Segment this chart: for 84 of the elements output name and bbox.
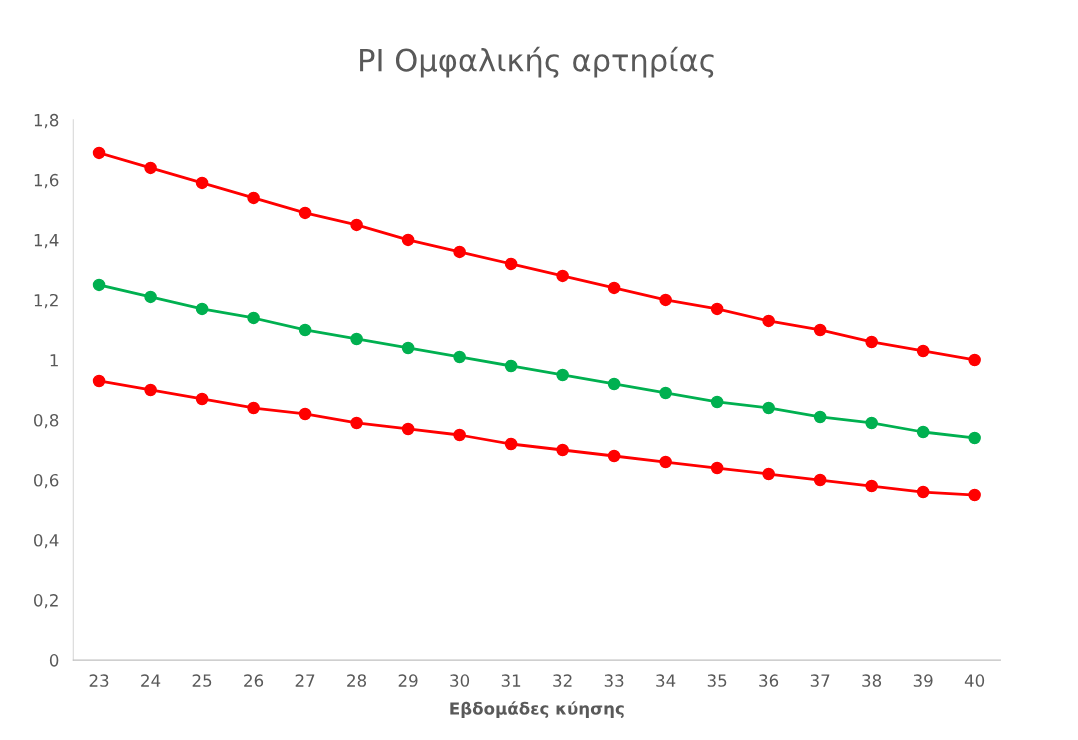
point [659,455,672,469]
x-tick-label: 37 [810,674,830,687]
point [968,488,981,502]
x-tick-label: 29 [398,674,418,687]
y-tick-label: 1 [50,354,58,367]
point [659,386,672,400]
y-tick-label: 0,8 [34,413,59,429]
point [453,428,466,442]
y-tick-label: 1,6 [34,173,59,189]
point [298,407,312,421]
y-tick-label: 0,4 [34,534,59,549]
point [247,311,260,325]
point [556,368,569,382]
point [350,332,363,346]
point [607,281,621,295]
point [144,290,157,304]
point [298,323,312,337]
point [504,257,518,271]
x-tick-label: 24 [141,674,161,687]
y-tick-label: 1,4 [34,234,59,249]
point [607,377,621,391]
y-tick-label: 0 [49,654,59,667]
point [659,293,672,307]
y-tick-label: 0,6 [34,473,59,489]
x-tick-label: 25 [192,674,212,687]
y-tick-label: 0,2 [34,594,58,609]
point [92,146,106,160]
point [607,449,621,463]
point [916,485,930,499]
point [298,206,312,220]
x-tick-label: 23 [89,674,109,687]
point [401,233,415,247]
point [350,218,363,232]
point [401,422,415,436]
point [453,245,466,259]
point [762,314,775,328]
point [247,191,260,205]
y-tick-label: 1,2 [34,293,58,309]
point [556,443,569,457]
point [813,473,827,487]
x-tick-label: 34 [656,674,676,687]
point [504,437,518,451]
point [762,467,775,481]
point [710,461,724,475]
point [865,335,878,349]
point [195,176,209,190]
point [710,395,724,409]
x-axis-title: Εβδομάδες κύησης [450,701,624,719]
x-tick-label: 26 [244,674,264,687]
point [453,350,466,364]
y-tick-label: 1,8 [34,113,59,129]
point [350,416,363,430]
x-tick-label: 32 [553,674,572,687]
point [504,359,518,373]
point [813,410,827,424]
x-tick-label: 36 [759,674,779,687]
point [762,401,775,415]
chart-title: PI Ομφαλικής αρτηρίας [360,46,714,78]
x-tick-label: 31 [501,674,521,687]
point [92,374,106,388]
point [144,383,157,397]
x-tick-label: 28 [347,674,367,687]
point [92,278,106,292]
point [144,161,157,175]
point [247,401,260,415]
x-tick-label: 38 [862,674,882,687]
point [813,323,827,337]
x-tick-label: 27 [295,674,315,687]
point [195,302,209,316]
point [710,302,724,316]
point [401,341,415,355]
point [195,392,209,406]
point [968,353,981,367]
x-tick-label: 39 [913,674,933,687]
x-tick-label: 35 [707,674,727,687]
point [865,416,878,430]
point [556,269,569,283]
x-tick-label: 33 [604,674,624,687]
point [865,479,878,493]
point [916,425,930,439]
x-tick-label: 30 [450,674,470,687]
point [968,431,981,445]
x-tick-label: 40 [964,674,985,687]
point [916,344,930,358]
